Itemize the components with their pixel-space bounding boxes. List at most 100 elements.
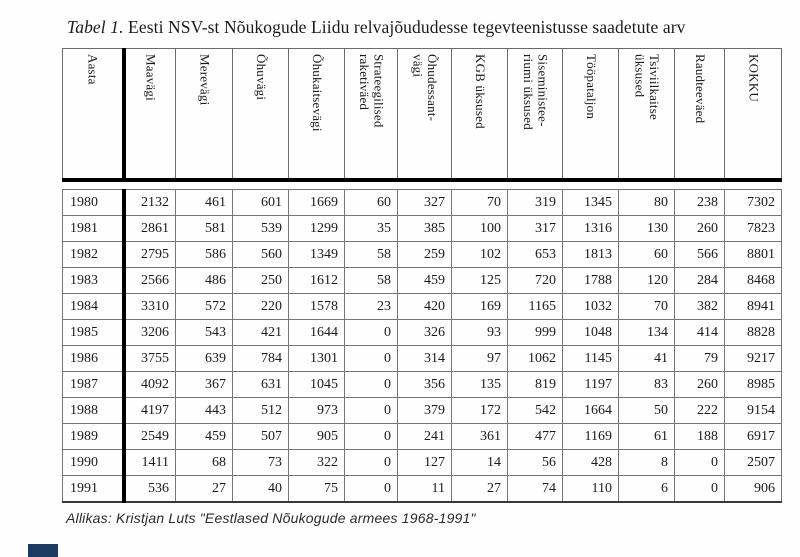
value-cell: 0 <box>344 423 398 450</box>
value-cell: 0 <box>674 475 725 503</box>
value-cell: 93 <box>451 319 508 346</box>
value-cell: 1197 <box>562 371 619 398</box>
col-header-strateegilised-raketiv-ed: Strateegilised raketiväed <box>344 48 398 181</box>
value-cell: 560 <box>232 241 289 268</box>
value-cell: 1612 <box>288 267 345 294</box>
value-cell: 100 <box>451 215 508 242</box>
value-cell: 581 <box>175 215 233 242</box>
table-row: 1991 536 27 40 75 0 11 27 74 110 6 0 906 <box>62 475 782 503</box>
value-cell: 7302 <box>724 189 782 216</box>
value-cell: 241 <box>397 423 452 450</box>
value-cell: 74 <box>507 475 563 503</box>
col-header-label: Raudteeväed <box>692 54 708 124</box>
value-cell: 1169 <box>562 423 619 450</box>
value-cell: 784 <box>232 345 289 372</box>
value-cell: 0 <box>344 371 398 398</box>
value-cell: 317 <box>507 215 563 242</box>
year-cell: 1990 <box>62 449 126 476</box>
value-cell: 4197 <box>123 397 176 424</box>
value-cell: 536 <box>123 475 176 503</box>
col-header-label: Õhudessant- vägi <box>410 54 441 122</box>
value-cell: 1669 <box>288 189 345 216</box>
value-cell: 110 <box>562 475 619 503</box>
value-cell: 1349 <box>288 241 345 268</box>
value-cell: 319 <box>507 189 563 216</box>
value-cell: 73 <box>232 449 289 476</box>
value-cell: 566 <box>674 241 725 268</box>
value-cell: 356 <box>397 371 452 398</box>
value-cell: 8941 <box>724 293 782 320</box>
value-cell: 601 <box>232 189 289 216</box>
value-cell: 572 <box>175 293 233 320</box>
value-cell: 130 <box>618 215 675 242</box>
value-cell: 2549 <box>123 423 176 450</box>
value-cell: 41 <box>618 345 675 372</box>
value-cell: 1048 <box>562 319 619 346</box>
value-cell: 23 <box>344 293 398 320</box>
value-cell: 1301 <box>288 345 345 372</box>
value-cell: 222 <box>674 397 725 424</box>
value-cell: 8828 <box>724 319 782 346</box>
value-cell: 0 <box>674 449 725 476</box>
source-note: Allikas: Kristjan Luts "Eestlased Nõukog… <box>66 510 476 526</box>
header-row: Aasta Maavägi Merevägi Õhuvägi Õhukaitsevägi… <box>62 48 782 181</box>
year-cell: 1989 <box>62 423 126 450</box>
value-cell: 9217 <box>724 345 782 372</box>
year-cell: 1988 <box>62 397 126 424</box>
value-cell: 40 <box>232 475 289 503</box>
col-header-label: Maavägi <box>143 54 159 101</box>
value-cell: 50 <box>618 397 675 424</box>
value-cell: 169 <box>451 293 508 320</box>
value-cell: 58 <box>344 267 398 294</box>
value-cell: 8 <box>618 449 675 476</box>
table-row: 1981 2861 581 539 1299 35 385 100 317 1316 130 260 7… <box>62 215 782 242</box>
value-cell: 135 <box>451 371 508 398</box>
value-cell: 2861 <box>123 215 176 242</box>
value-cell: 6 <box>618 475 675 503</box>
value-cell: 1062 <box>507 345 563 372</box>
table-row: 1989 2549 459 507 905 0 241 361 477 1169 61 188 6917 <box>62 423 782 450</box>
value-cell: 120 <box>618 267 675 294</box>
col-header-kokku: KOKKU <box>724 48 782 181</box>
value-cell: 260 <box>674 215 725 242</box>
col-header-label: Tsiviilkaitse üksused <box>632 54 663 120</box>
value-cell: 8985 <box>724 371 782 398</box>
value-cell: 382 <box>674 293 725 320</box>
table-row: 1985 3206 543 421 1644 0 326 93 999 1048 134 414 882… <box>62 319 782 346</box>
value-cell: 906 <box>724 475 782 503</box>
value-cell: 1813 <box>562 241 619 268</box>
value-cell: 172 <box>451 397 508 424</box>
col-header-huv-gi: Õhuvägi <box>232 48 289 181</box>
value-cell: 819 <box>507 371 563 398</box>
table-header: Aasta Maavägi Merevägi Õhuvägi Õhukaitsevägi… <box>62 48 782 182</box>
value-cell: 1316 <box>562 215 619 242</box>
col-header-tsiviilkaitse-ksused: Tsiviilkaitse üksused <box>618 48 675 181</box>
value-cell: 428 <box>562 449 619 476</box>
value-cell: 653 <box>507 241 563 268</box>
value-cell: 61 <box>618 423 675 450</box>
col-header-merev-gi: Merevägi <box>175 48 233 181</box>
value-cell: 8801 <box>724 241 782 268</box>
data-table: 1980 2132 461 601 1669 60 327 70 319 1345 80 238 730… <box>62 189 782 503</box>
value-cell: 70 <box>451 189 508 216</box>
value-cell: 543 <box>175 319 233 346</box>
value-cell: 586 <box>175 241 233 268</box>
year-cell: 1981 <box>62 215 126 242</box>
col-header-label: Tööpataljon <box>583 54 599 120</box>
value-cell: 220 <box>232 293 289 320</box>
value-cell: 414 <box>674 319 725 346</box>
value-cell: 3310 <box>123 293 176 320</box>
table-number-label: Tabel 1. <box>67 17 124 37</box>
year-cell: 1980 <box>62 189 126 216</box>
value-cell: 326 <box>397 319 452 346</box>
table-row: 1986 3755 639 784 1301 0 314 97 1062 1145 41 79 9217 <box>62 345 782 372</box>
col-header-label: KOKKU <box>746 54 762 102</box>
value-cell: 1165 <box>507 293 563 320</box>
value-cell: 7823 <box>724 215 782 242</box>
col-header-raudteev-ed: Raudteeväed <box>674 48 725 181</box>
value-cell: 83 <box>618 371 675 398</box>
table-row: 1987 4092 367 631 1045 0 356 135 819 1197 83 260 898… <box>62 371 782 398</box>
value-cell: 507 <box>232 423 289 450</box>
value-cell: 385 <box>397 215 452 242</box>
